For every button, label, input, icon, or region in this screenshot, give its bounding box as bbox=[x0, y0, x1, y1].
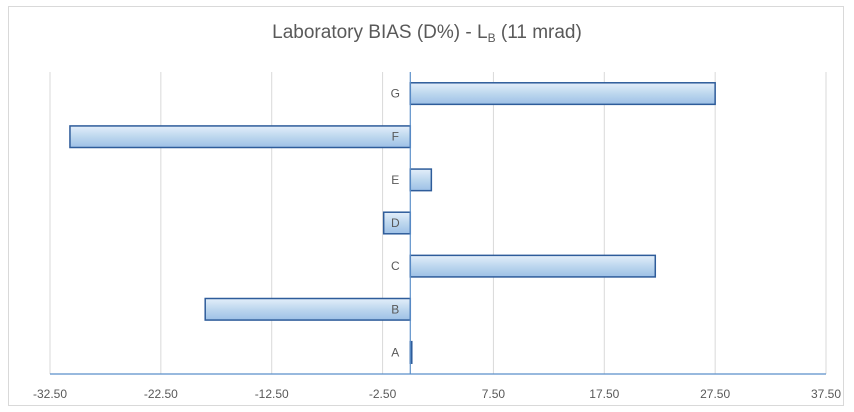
bar-G bbox=[409, 82, 716, 106]
x-tick-label: 7.50 bbox=[482, 387, 506, 401]
bars bbox=[69, 82, 716, 364]
x-tick-label: 27.50 bbox=[700, 387, 730, 401]
category-labels: A B C D E F G bbox=[391, 87, 400, 360]
x-tick-label: 37.50 bbox=[811, 387, 841, 401]
chart-title: Laboratory BIAS (D%) - LB (11 mrad) bbox=[272, 22, 582, 45]
bar-F bbox=[69, 125, 412, 149]
category-label-C: C bbox=[391, 259, 400, 273]
bar-C bbox=[409, 254, 657, 278]
bar-B bbox=[204, 297, 412, 321]
category-label-G: G bbox=[391, 87, 400, 101]
gridlines bbox=[49, 72, 827, 374]
x-tick-label: -12.50 bbox=[255, 387, 289, 401]
chart-frame bbox=[8, 6, 844, 406]
bar-E bbox=[409, 168, 433, 192]
category-label-B: B bbox=[391, 302, 399, 316]
x-tick-label: -32.50 bbox=[33, 387, 67, 401]
axes bbox=[50, 72, 826, 375]
x-tick-label: 17.50 bbox=[589, 387, 619, 401]
category-label-A: A bbox=[391, 345, 399, 359]
category-label-D: D bbox=[391, 216, 400, 230]
category-label-E: E bbox=[391, 173, 399, 187]
x-tick-label: -22.50 bbox=[144, 387, 178, 401]
x-tick-label: -2.50 bbox=[369, 387, 397, 401]
category-label-F: F bbox=[392, 130, 399, 144]
x-tick-labels: -32.50 -22.50 -12.50 -2.50 7.50 17.50 27.50 37.… bbox=[33, 387, 841, 401]
